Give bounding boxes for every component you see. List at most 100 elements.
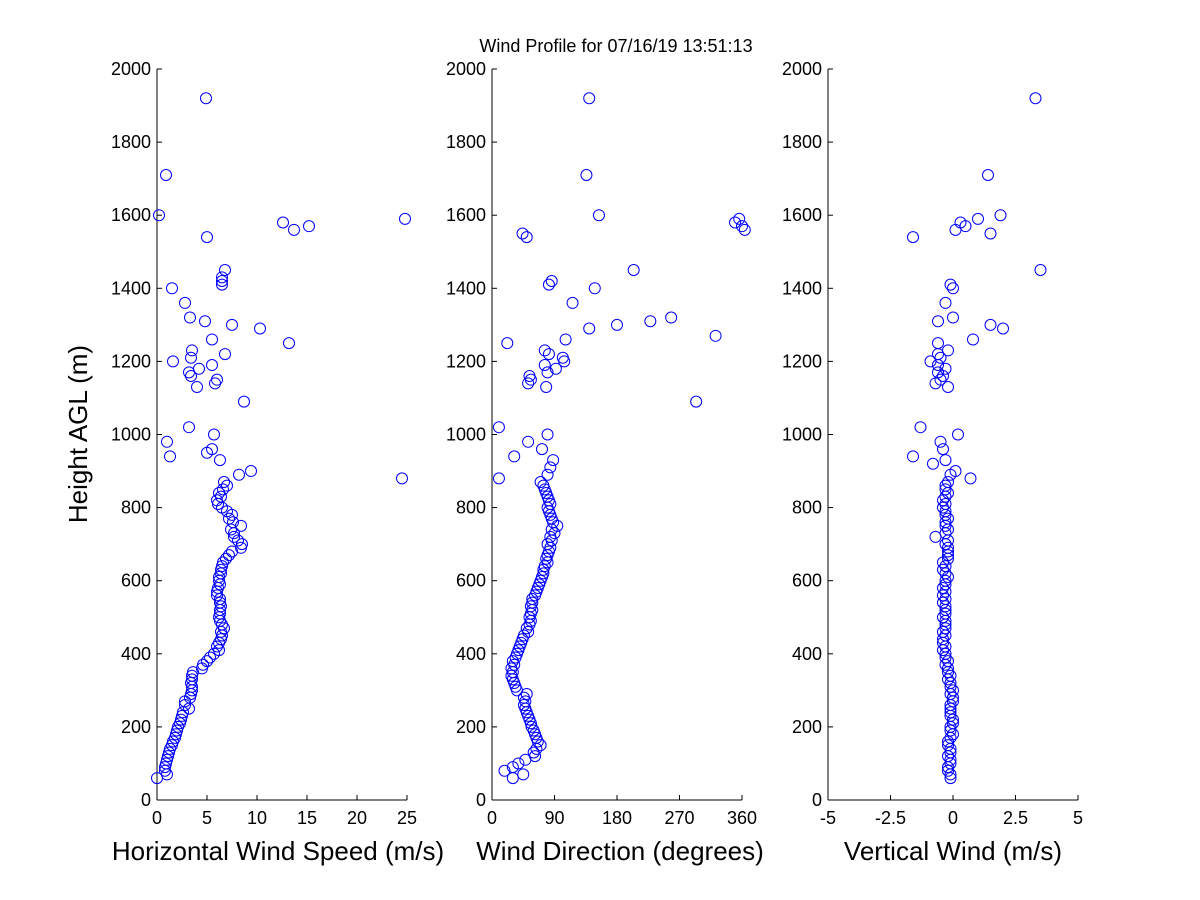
data-point (206, 359, 218, 372)
data-point (204, 651, 216, 664)
data-point (1029, 92, 1042, 105)
data-point (729, 216, 742, 229)
data-point (947, 717, 959, 730)
x-tick-label: 25 (397, 808, 417, 828)
data-point (939, 497, 952, 510)
data-point (226, 318, 238, 331)
data-point (183, 366, 195, 379)
data-point (501, 337, 514, 350)
data-point (525, 720, 538, 733)
y-tick-label: 600 (456, 571, 486, 591)
data-point (211, 373, 223, 386)
data-point (201, 231, 213, 244)
data-point (927, 457, 939, 470)
data-point (944, 278, 957, 291)
data-point (219, 264, 231, 277)
data-point (221, 479, 233, 492)
data-point (967, 333, 979, 346)
data-point (907, 231, 919, 244)
y-tick-label: 1600 (111, 205, 151, 225)
y-tick-label: 1000 (446, 425, 486, 445)
data-point (220, 552, 232, 565)
data-point (944, 677, 957, 690)
data-point (942, 764, 954, 777)
data-point (644, 315, 657, 328)
data-point (932, 337, 944, 350)
y-tick-label: 800 (121, 498, 151, 518)
data-point (163, 746, 175, 759)
axes-vertical: 0 200 400 600 800 1000 1200 1400 1600 1800 2000 -5 -… (782, 59, 1083, 866)
y-tick-label: 600 (121, 571, 151, 591)
data-point (611, 318, 623, 331)
data-point (288, 223, 300, 236)
data-point (170, 728, 182, 741)
x-tick-label: -5 (820, 808, 836, 828)
data-point (939, 479, 952, 492)
data-point (932, 366, 944, 379)
data-point (526, 596, 539, 609)
data-point (167, 355, 179, 368)
data-point (939, 560, 952, 573)
data-point (583, 92, 596, 105)
data-point (942, 655, 954, 668)
data-point (939, 567, 952, 580)
data-point (206, 443, 218, 456)
x-tick-label: 10 (247, 808, 267, 828)
y-tick-label: 400 (456, 644, 486, 664)
data-point (217, 483, 229, 496)
data-point (233, 468, 245, 481)
data-point (937, 563, 949, 576)
data-point (303, 220, 315, 233)
y-tick-label: 200 (121, 717, 151, 737)
data-point (216, 271, 228, 284)
data-point (254, 322, 266, 335)
data-point (939, 483, 952, 496)
data-point (944, 746, 957, 759)
data-point (197, 658, 209, 671)
x-tick-label: 90 (544, 808, 564, 828)
data-point (939, 296, 952, 309)
data-point (559, 333, 572, 346)
data-point (939, 362, 952, 375)
data-point (534, 476, 547, 489)
data-point (934, 351, 947, 364)
data-point (588, 282, 601, 295)
data-point (932, 315, 944, 328)
data-point (541, 428, 554, 441)
data-point (942, 476, 954, 489)
data-point (517, 768, 530, 781)
data-point (934, 435, 947, 448)
data-point (954, 216, 967, 229)
y-tick-label: 400 (121, 644, 151, 664)
data-point (566, 296, 579, 309)
data-point (166, 282, 178, 295)
data-point (939, 607, 952, 620)
y-tick-label: 1000 (782, 425, 822, 445)
data-point (944, 702, 957, 715)
data-point (939, 574, 952, 587)
data-point (236, 538, 248, 551)
data-point (160, 757, 172, 770)
data-point (944, 706, 957, 719)
data-point (201, 655, 213, 668)
data-point (907, 450, 919, 463)
data-point (942, 486, 954, 499)
data-point (1034, 264, 1047, 277)
y-tick-label: 800 (456, 498, 486, 518)
y-tick-label: 1400 (782, 278, 822, 298)
data-point (939, 600, 952, 613)
data-point (939, 647, 952, 660)
data-point (994, 209, 1007, 222)
data-point (939, 538, 952, 551)
data-point (942, 534, 954, 547)
data-point (522, 435, 535, 448)
data-point (939, 640, 952, 653)
data-point (223, 549, 235, 562)
x-tick-label: 0 (948, 808, 958, 828)
y-tick-label: 600 (792, 571, 822, 591)
data-point (947, 691, 959, 704)
data-point (223, 512, 235, 525)
data-point (214, 454, 226, 467)
data-point (944, 772, 957, 785)
data-point (186, 673, 198, 686)
